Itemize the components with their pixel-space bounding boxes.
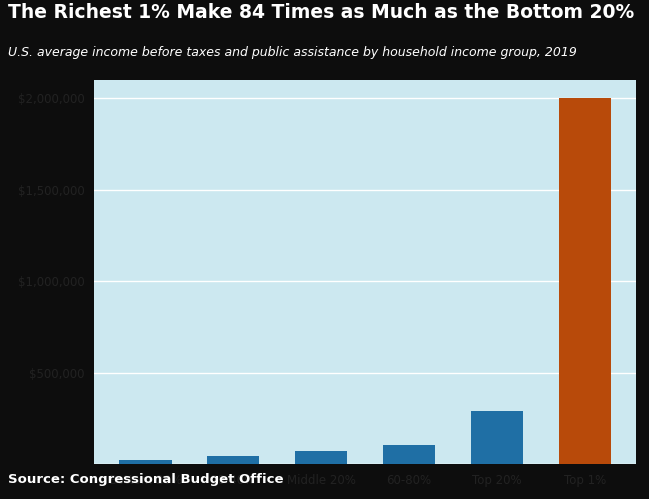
- Text: Source: Congressional Budget Office: Source: Congressional Budget Office: [8, 473, 283, 486]
- Text: U.S. average income before taxes and public assistance by household income group: U.S. average income before taxes and pub…: [8, 46, 577, 59]
- Bar: [119, 460, 171, 464]
- Bar: [471, 411, 523, 464]
- Bar: [383, 445, 435, 464]
- Bar: [295, 451, 347, 464]
- Text: The Richest 1% Make 84 Times as Much as the Bottom 20%: The Richest 1% Make 84 Times as Much as …: [8, 3, 634, 22]
- Bar: [559, 98, 611, 464]
- Bar: [207, 456, 260, 464]
